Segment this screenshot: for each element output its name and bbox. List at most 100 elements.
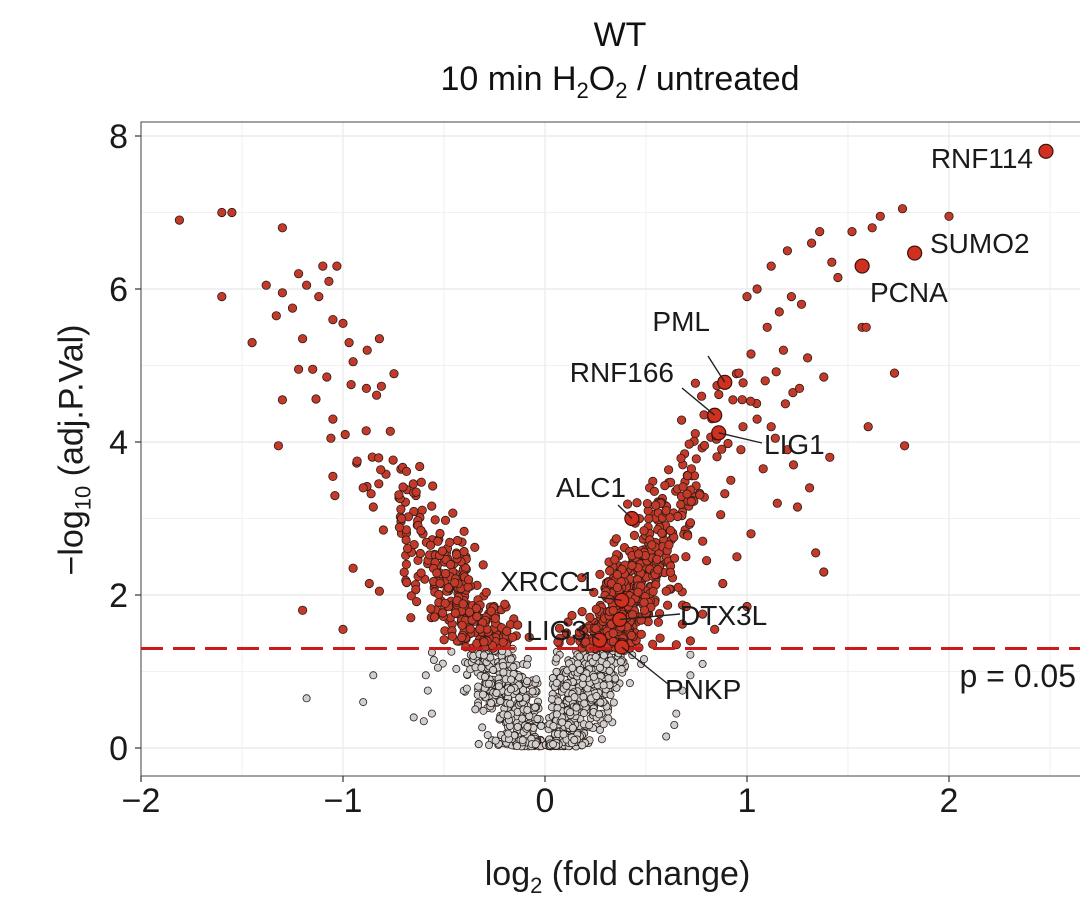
point-label: XRCC1 [500,566,595,597]
nonsignificant-point [515,693,524,702]
significant-point [682,471,693,481]
nonsignificant-point [474,740,483,749]
significant-point [766,422,776,432]
significant-point [589,587,599,598]
nonsignificant-point [599,720,608,729]
nonsignificant-point [419,717,428,726]
significant-point [811,548,821,558]
significant-point [786,291,797,302]
significant-point [726,475,736,485]
significant-point [437,546,447,556]
significant-point [388,455,398,465]
significant-point [648,639,658,649]
nonsignificant-point [552,678,561,687]
significant-point [611,534,621,544]
significant-point [738,378,748,388]
nonsignificant-point [625,679,634,688]
significant-point [490,613,500,624]
significant-point [714,389,724,400]
y-axis-ticks: 0 2 4 6 8 [109,118,141,768]
significant-point [686,496,696,507]
nonsignificant-point [611,674,620,683]
nonsignificant-point [552,654,561,663]
significant-point [479,637,489,647]
significant-point [651,500,661,510]
plot-panel [140,121,1080,777]
significant-point [273,441,283,451]
nonsignificant-point [302,694,311,703]
significant-point [723,438,733,449]
significant-point [742,291,752,302]
significant-point [678,482,688,492]
significant-point [433,536,443,547]
significant-point [661,586,671,596]
nonsignificant-point [499,668,508,677]
nonsignificant-point [572,703,581,712]
nonsignificant-point [579,692,588,701]
significant-point [399,567,409,577]
nonsignificant-point [503,711,512,720]
significant-point [366,489,376,499]
significant-point [698,536,708,546]
nonsignificant-point [359,698,368,707]
significant-point [227,207,237,218]
significant-point [368,502,378,512]
nonsignificant-point [549,722,558,731]
nonsignificant-point [496,697,505,706]
significant-point [361,383,371,393]
significant-point [217,207,227,218]
significant-point [566,636,576,646]
nonsignificant-point [478,723,487,732]
leader-line [597,596,622,602]
point-label: PNKP [665,674,741,705]
significant-point [772,498,782,508]
significant-point [478,560,488,570]
nonsignificant-point [523,660,532,669]
significant-point [629,530,640,541]
x-tick-label: 0 [536,782,555,820]
point-label: ALC1 [556,472,626,503]
significant-point [416,568,426,578]
significant-point [681,601,692,612]
nonsignificant-point [640,655,649,664]
significant-point [344,337,354,348]
significant-point [815,227,825,237]
point-label: PML [652,306,710,337]
significant-point [435,528,445,539]
significant-point [445,537,455,548]
significant-point [633,549,644,559]
chart-title: WT [593,16,647,54]
significant-point [671,640,681,650]
significant-point [604,566,615,576]
significant-point [742,601,752,612]
significant-point [691,454,701,464]
significant-point [770,433,780,443]
nonsignificant-point [484,741,493,750]
y-axis-label: −log10 (adj.P.Val) [52,324,96,576]
nonsignificant-point [427,709,436,718]
significant-point [622,499,633,509]
leader-line [681,387,716,416]
nonsignificant-point [471,705,480,714]
significant-point [464,607,475,617]
nonsignificant-point [568,664,577,673]
nonsignificant-point [566,708,575,717]
nonsignificant-point [602,660,611,669]
nonsignificant-point [576,665,585,674]
nonsignificant-point [549,740,558,749]
significant-point [699,410,709,420]
significant-point [411,596,422,607]
significant-point [681,552,691,562]
significant-point [676,415,687,425]
significant-point [665,525,676,536]
significant-point [875,211,885,221]
significant-point [648,586,658,597]
significant-point [746,529,756,539]
nonsignificant-point [491,736,500,745]
nonsignificant-point [597,735,606,744]
significant-point [332,261,342,271]
nonsignificant-point [523,722,532,731]
significant-point [595,569,605,580]
significant-point [677,619,688,629]
y-tick-label: 4 [109,424,128,462]
